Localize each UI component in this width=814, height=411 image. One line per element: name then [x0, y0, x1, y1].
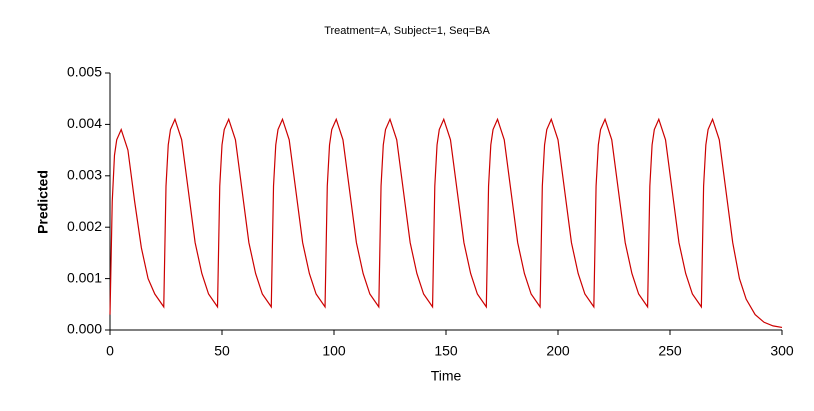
x-tick-label: 150 — [434, 343, 458, 359]
y-tick-label: 0.003 — [67, 167, 102, 183]
x-tick-label: 250 — [658, 343, 682, 359]
y-tick-label: 0.005 — [67, 64, 102, 80]
x-tick-label: 200 — [546, 343, 570, 359]
x-tick-label: 50 — [214, 343, 230, 359]
x-tick-label: 100 — [322, 343, 346, 359]
x-axis-label: Time — [431, 368, 462, 384]
x-tick-label: 0 — [106, 343, 114, 359]
x-tick-label: 300 — [770, 343, 794, 359]
y-tick-label: 0.004 — [67, 115, 102, 131]
y-tick-label: 0.000 — [67, 321, 102, 337]
data-line — [109, 117, 783, 329]
chart-title: Treatment=A, Subject=1, Seq=BA — [324, 25, 490, 37]
y-tick-label: 0.002 — [67, 218, 102, 234]
y-tick-label: 0.001 — [67, 269, 102, 285]
y-axis-label: Predicted — [35, 170, 51, 234]
